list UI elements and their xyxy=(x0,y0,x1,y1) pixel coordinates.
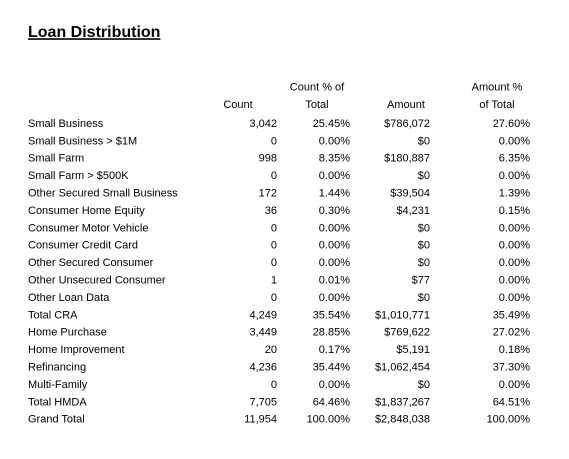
cell: $5,191 xyxy=(396,344,430,356)
cell: 1 xyxy=(271,275,277,287)
title: Loan Distribution xyxy=(28,24,160,41)
cell: 27.02% xyxy=(493,327,531,339)
cell: 0.00% xyxy=(319,222,350,234)
cell: 0.01% xyxy=(319,275,350,287)
cell: $1,837,267 xyxy=(375,396,430,408)
cell: 37.30% xyxy=(493,362,531,374)
cell: 0.00% xyxy=(499,292,530,304)
cell: 4,236 xyxy=(249,362,277,374)
row-label: Consumer Home Equity xyxy=(28,205,145,217)
cell: 35.49% xyxy=(493,309,531,321)
cell: 1.39% xyxy=(499,188,530,200)
cell: $0 xyxy=(418,222,430,234)
cell: 0 xyxy=(271,240,277,252)
cell: $180,887 xyxy=(384,153,430,165)
column-header: of Total xyxy=(479,99,514,111)
cell: 0 xyxy=(271,135,277,147)
column-header: Count xyxy=(223,99,252,111)
cell: $0 xyxy=(418,292,430,304)
cell: 64.51% xyxy=(493,396,531,408)
row-label: Consumer Credit Card xyxy=(28,240,138,252)
cell: 8.35% xyxy=(319,153,350,165)
cell: $0 xyxy=(418,379,430,391)
cell: 0.00% xyxy=(499,275,530,287)
cell: 100.00% xyxy=(307,414,351,426)
cell: $786,072 xyxy=(384,118,430,130)
row-label: Total HMDA xyxy=(28,396,87,408)
cell: 0.30% xyxy=(319,205,350,217)
cell: 25.45% xyxy=(313,118,351,130)
cell: 64.46% xyxy=(313,396,351,408)
cell: 0.00% xyxy=(499,170,530,182)
cell: 0.00% xyxy=(499,135,530,147)
cell: 998 xyxy=(259,153,277,165)
cell: 0 xyxy=(271,379,277,391)
row-label: Multi-Family xyxy=(28,379,88,391)
row-label: Small Farm xyxy=(28,153,84,165)
row-label: Other Unsecured Consumer xyxy=(28,275,166,287)
cell: 0 xyxy=(271,292,277,304)
cell: 28.85% xyxy=(313,327,351,339)
cell: 0.18% xyxy=(499,344,530,356)
column-header: Amount xyxy=(387,99,425,111)
cell: 35.44% xyxy=(313,362,351,374)
cell: $4,231 xyxy=(396,205,430,217)
row-label: Consumer Motor Vehicle xyxy=(28,222,148,234)
cell: 0 xyxy=(271,222,277,234)
cell: 0.00% xyxy=(319,135,350,147)
cell: $0 xyxy=(418,257,430,269)
cell: 36 xyxy=(265,205,277,217)
cell: $0 xyxy=(418,170,430,182)
row-label: Other Secured Consumer xyxy=(28,257,154,269)
cell: 0 xyxy=(271,170,277,182)
cell: $2,848,038 xyxy=(375,414,430,426)
cell: 0.00% xyxy=(319,379,350,391)
cell: 0 xyxy=(271,257,277,269)
cell: $0 xyxy=(418,240,430,252)
row-label: Other Loan Data xyxy=(28,292,110,304)
row-label: Home Improvement xyxy=(28,344,125,356)
row-label: Small Farm > $500K xyxy=(28,170,129,182)
cell: 4,249 xyxy=(249,309,277,321)
cell: 0.00% xyxy=(319,170,350,182)
column-header: Amount % xyxy=(472,81,523,93)
cell: 7,705 xyxy=(249,396,277,408)
cell: 0.00% xyxy=(499,222,530,234)
cell: 0.00% xyxy=(319,292,350,304)
cell: $1,010,771 xyxy=(375,309,430,321)
cell: 11,954 xyxy=(244,414,277,426)
cell: 0.00% xyxy=(319,240,350,252)
row-label: Grand Total xyxy=(28,414,85,426)
row-label: Small Business xyxy=(28,118,104,130)
column-header: Count % of xyxy=(290,81,345,93)
cell: 0.17% xyxy=(319,344,350,356)
cell: 100.00% xyxy=(487,414,531,426)
cell: 0.00% xyxy=(499,257,530,269)
row-label: Home Purchase xyxy=(28,327,107,339)
cell: 27.60% xyxy=(493,118,531,130)
row-label: Small Business > $1M xyxy=(28,135,137,147)
row-label: Total CRA xyxy=(28,309,78,321)
cell: 0.00% xyxy=(499,379,530,391)
cell: $769,622 xyxy=(384,327,430,339)
cell: 1.44% xyxy=(319,188,350,200)
cell: $39,504 xyxy=(390,188,430,200)
row-label: Refinancing xyxy=(28,362,86,374)
cell: 0.00% xyxy=(499,240,530,252)
cell: 0.15% xyxy=(499,205,530,217)
cell: $1,062,454 xyxy=(375,362,430,374)
cell: 20 xyxy=(265,344,277,356)
cell: 6.35% xyxy=(499,153,530,165)
column-header: Total xyxy=(305,99,328,111)
cell: 0.00% xyxy=(319,257,350,269)
cell: 35.54% xyxy=(313,309,351,321)
cell: $77 xyxy=(412,275,430,287)
cell: 3,042 xyxy=(249,118,277,130)
cell: 172 xyxy=(259,188,277,200)
cell: 3,449 xyxy=(249,327,277,339)
cell: $0 xyxy=(418,135,430,147)
row-label: Other Secured Small Business xyxy=(28,188,178,200)
